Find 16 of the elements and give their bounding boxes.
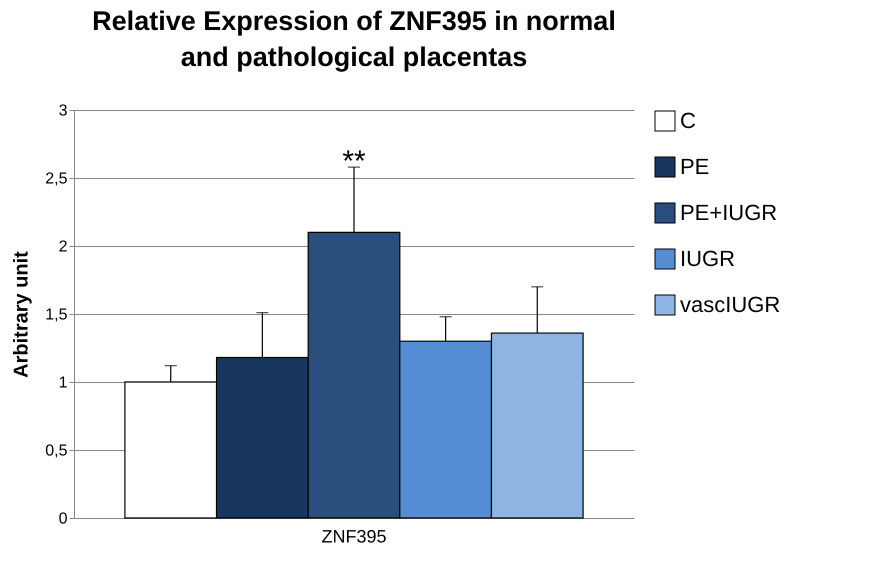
y-tick-label: 0,5 [45,442,68,460]
y-tick-label: 2 [58,238,68,256]
y-axis-title: Arbitrary unit [10,250,32,378]
y-tick-label: 2,5 [45,170,68,188]
legend-label: C [680,108,696,133]
chart-title: Relative Expression of ZNF395 in normal and pathological placentas [92,6,616,72]
y-tick-label: 3 [58,102,68,120]
y-tick-label: 1 [58,374,68,392]
x-tick-label: ZNF395 [321,526,387,546]
y-tick-label: 0 [58,510,68,528]
legend-label: PE [680,154,710,179]
legend-label: IUGR [680,246,735,271]
annotation: ** [342,145,366,178]
y-tick-label: 1,5 [45,306,68,324]
legend-label: PE+IUGR [680,200,778,225]
legend-label: vascIUGR [680,292,780,317]
